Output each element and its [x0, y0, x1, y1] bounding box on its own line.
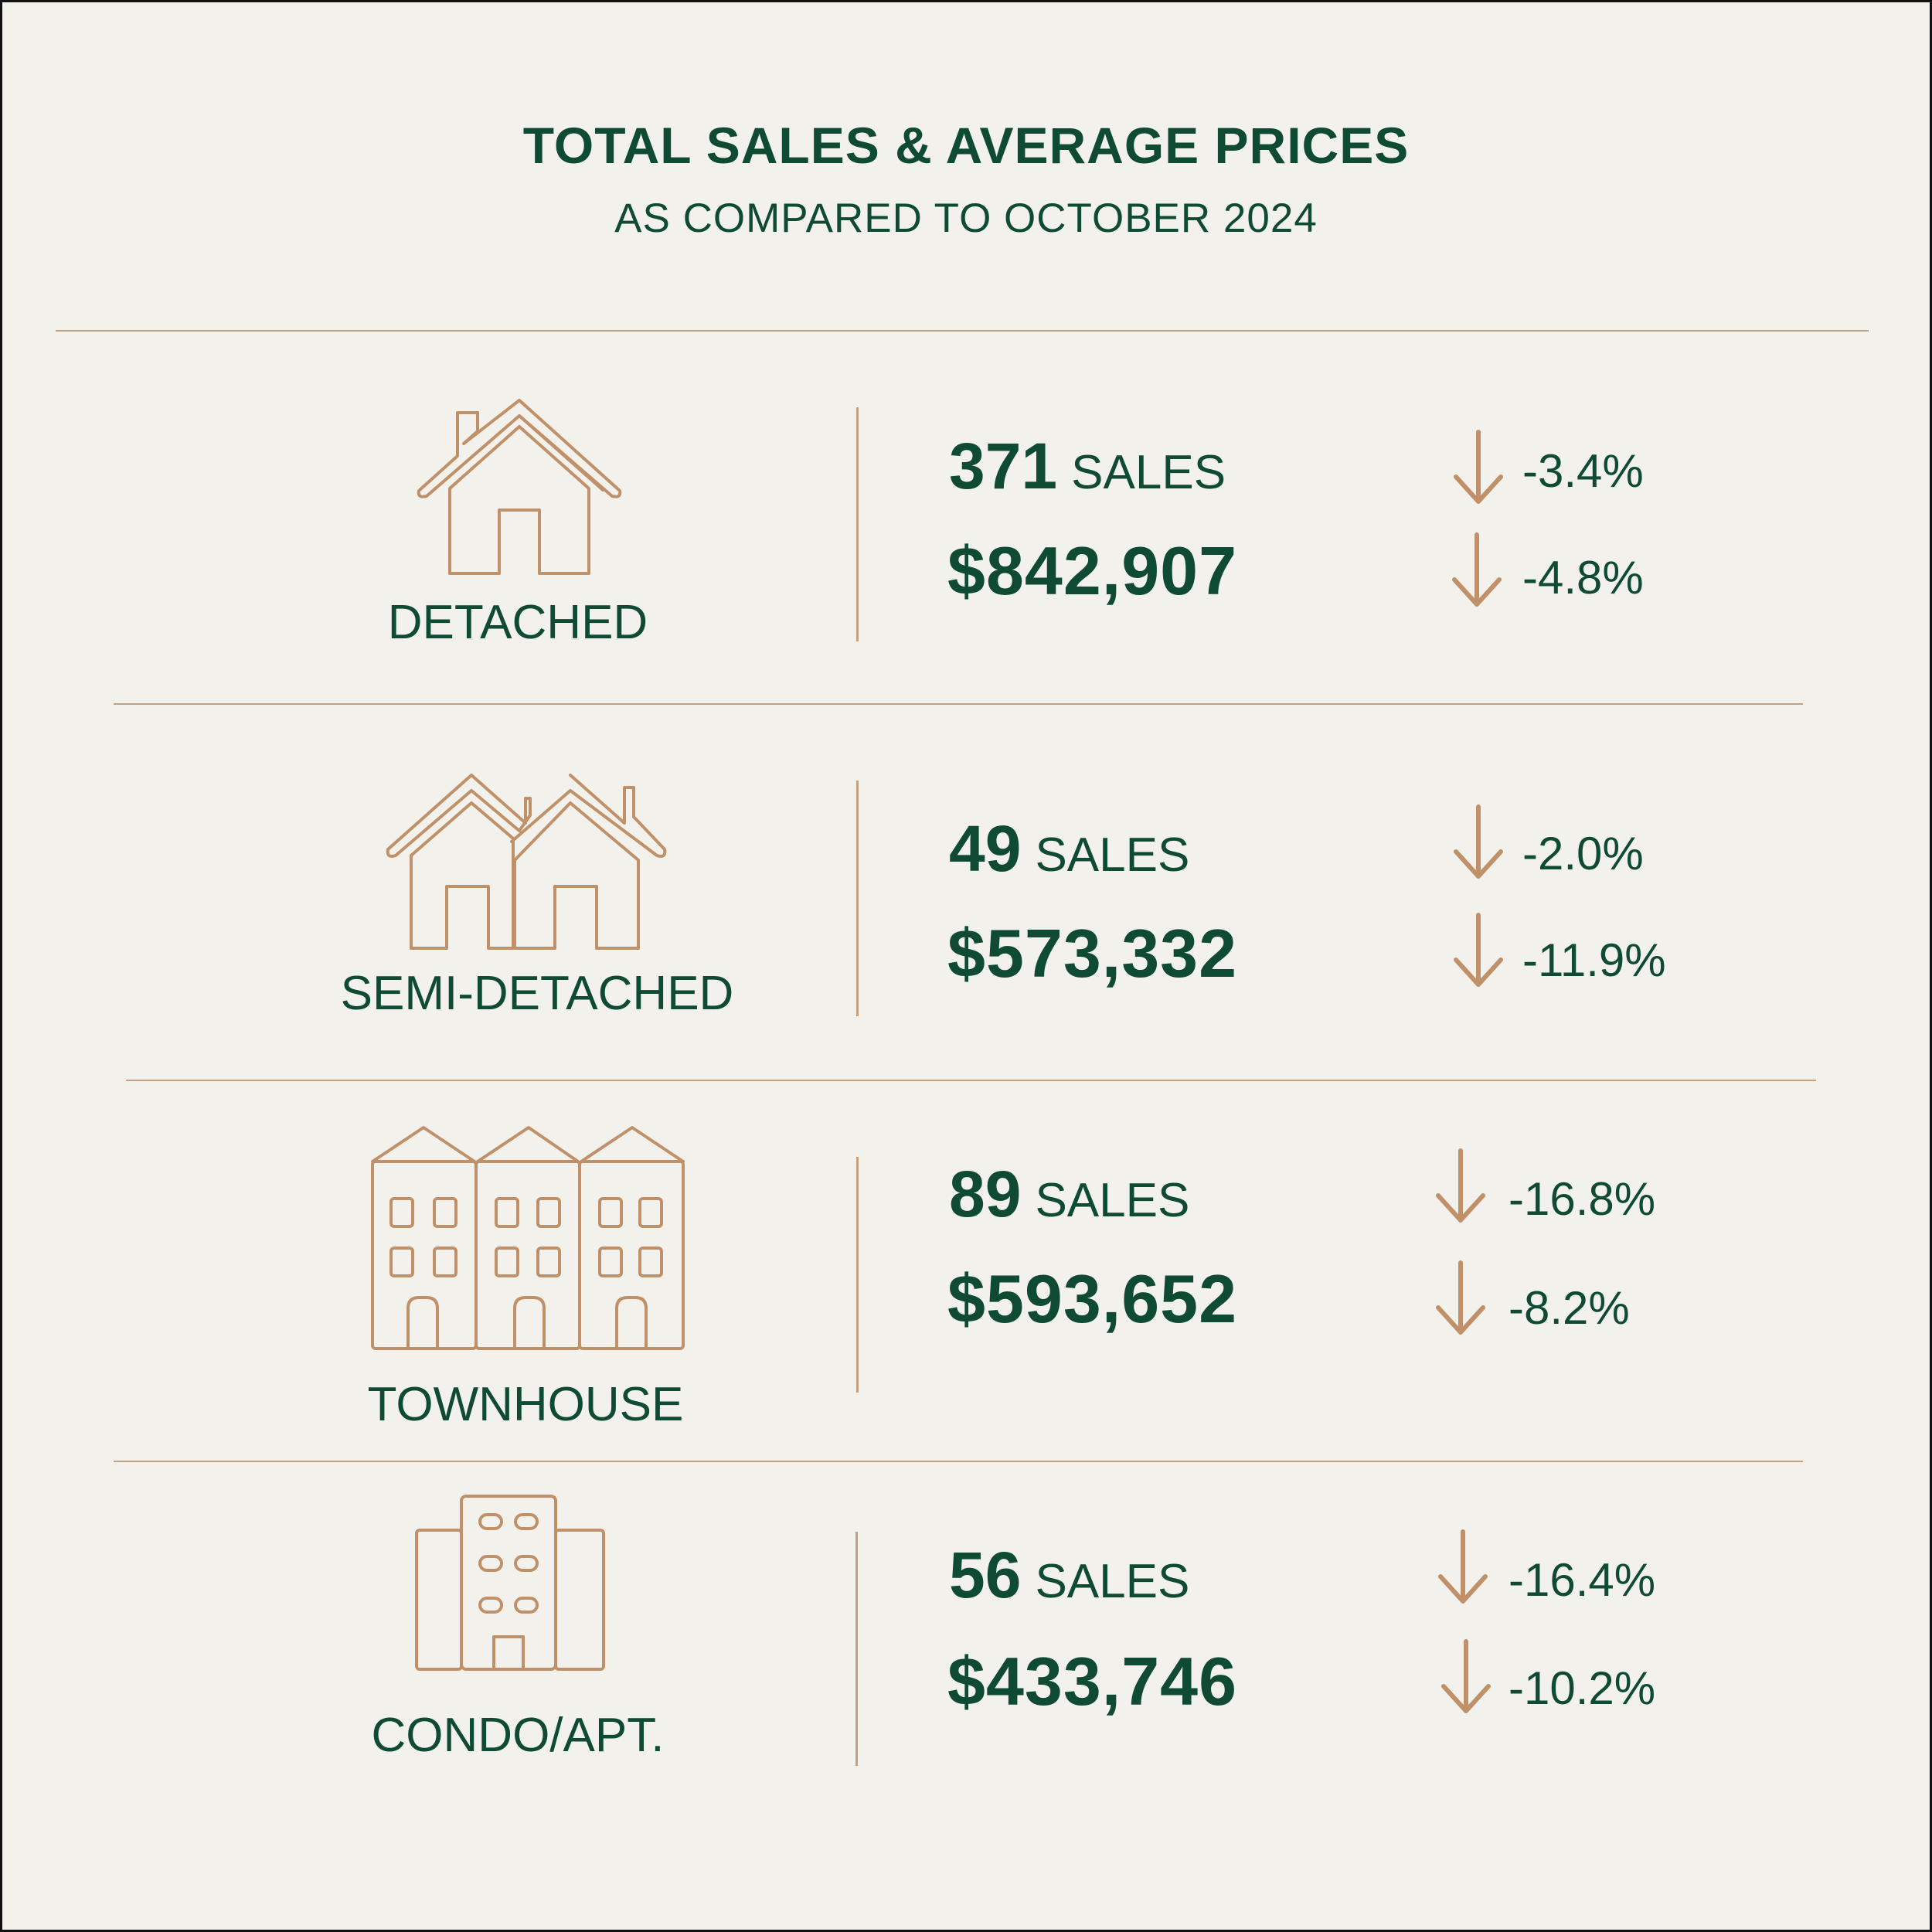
down-arrow-icon — [1454, 430, 1503, 504]
price-line: $842,907 — [947, 532, 1237, 611]
divider-2 — [126, 1080, 1816, 1081]
down-arrow-icon — [1436, 1260, 1485, 1335]
avg-price: $593,652 — [947, 1260, 1238, 1337]
type-label: DETACHED — [387, 596, 648, 649]
down-arrow-icon — [1454, 913, 1503, 987]
row-divider — [856, 781, 859, 1016]
sales-unit: SALES — [1035, 828, 1190, 882]
townhouse-icon — [371, 1126, 685, 1350]
down-arrow-icon — [1438, 1529, 1488, 1604]
price-change: -11.9% — [1522, 934, 1666, 986]
down-arrow-icon — [1436, 1148, 1485, 1223]
price-line: $593,652 — [947, 1260, 1237, 1338]
type-label: TOWNHOUSE — [367, 1378, 684, 1431]
type-label: CONDO/APT. — [371, 1709, 665, 1762]
sales-line: 371 SALES — [949, 429, 1226, 504]
type-label: SEMI-DETACHED — [340, 967, 734, 1020]
condo-building-icon — [415, 1495, 605, 1671]
sales-unit: SALES — [1035, 1555, 1190, 1608]
price-change: -10.2% — [1509, 1662, 1656, 1714]
sales-count: 371 — [949, 430, 1058, 502]
divider-1 — [114, 703, 1803, 705]
sales-count: 56 — [949, 1539, 1022, 1611]
sales-count: 89 — [949, 1158, 1022, 1230]
sales-unit: SALES — [1035, 1174, 1190, 1227]
sales-change: -2.0% — [1522, 828, 1644, 879]
divider-3 — [114, 1461, 1803, 1462]
sales-unit: SALES — [1071, 446, 1226, 499]
sales-line: 56 SALES — [949, 1538, 1189, 1613]
row-divider — [855, 1532, 858, 1766]
sales-count: 49 — [949, 812, 1022, 885]
divider-top — [56, 330, 1869, 332]
sales-line: 89 SALES — [949, 1157, 1189, 1232]
sales-change: -16.4% — [1509, 1554, 1656, 1606]
sales-change: -3.4% — [1522, 445, 1644, 497]
semi-detached-houses-icon — [386, 774, 667, 950]
price-change: -8.2% — [1509, 1282, 1630, 1334]
sales-change: -16.8% — [1509, 1173, 1656, 1225]
price-change: -4.8% — [1522, 552, 1644, 604]
price-line: $433,746 — [947, 1642, 1237, 1721]
avg-price: $842,907 — [947, 532, 1238, 609]
price-line: $573,332 — [947, 914, 1237, 993]
down-arrow-icon — [1454, 804, 1503, 879]
avg-price: $433,746 — [947, 1643, 1238, 1719]
row-divider — [856, 407, 859, 641]
page-title: TOTAL SALES & AVERAGE PRICES — [522, 117, 1410, 174]
avg-price: $573,332 — [947, 915, 1238, 992]
down-arrow-icon — [1452, 532, 1502, 607]
page-subtitle: AS COMPARED TO OCTOBER 2024 — [614, 196, 1318, 241]
detached-house-icon — [417, 399, 622, 575]
down-arrow-icon — [1441, 1639, 1491, 1713]
row-divider — [856, 1157, 859, 1393]
sales-line: 49 SALES — [949, 811, 1189, 886]
